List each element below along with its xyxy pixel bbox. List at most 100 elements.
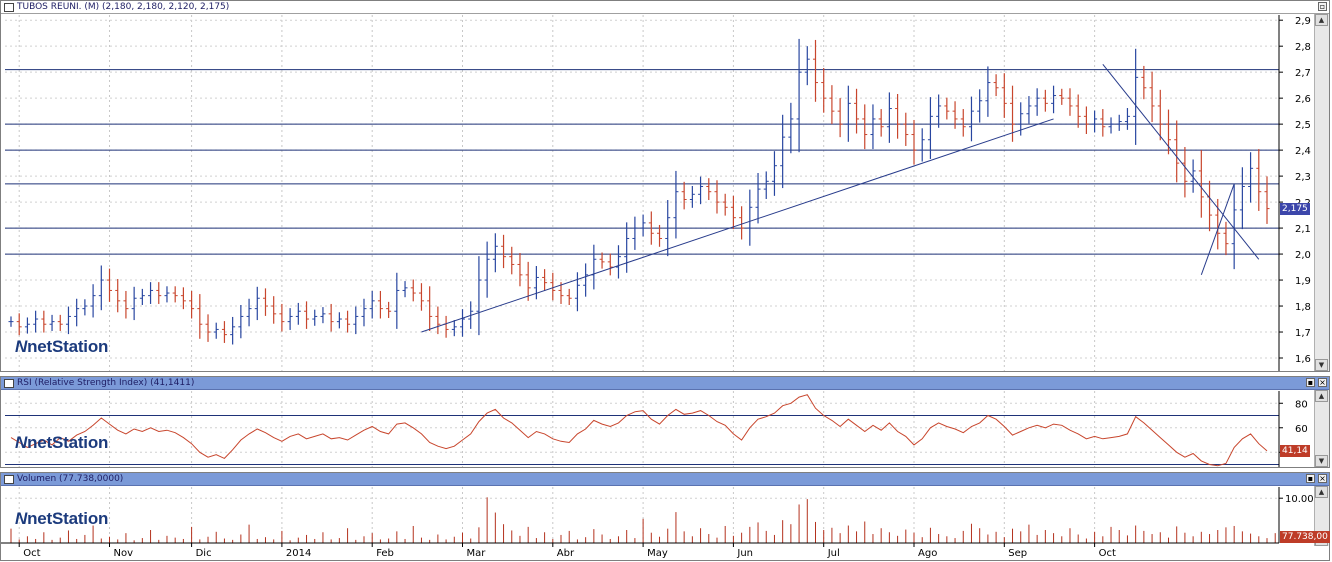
price-bar — [8, 316, 14, 327]
price-bar — [771, 151, 777, 196]
close-icon[interactable]: × — [1318, 378, 1327, 387]
price-bar — [878, 109, 884, 137]
price-scrollbar[interactable]: ▲ ▼ — [1314, 14, 1329, 371]
price-bar — [74, 298, 80, 327]
price-bar — [287, 308, 293, 330]
price-bar — [1133, 48, 1139, 145]
scroll-down-icon[interactable]: ▼ — [1315, 455, 1328, 467]
price-bar — [451, 320, 457, 337]
volume-chart: 10.000 Oct Nov Dic 2014 Feb Mar Abr May Jun Jul Ago… — [1, 487, 1320, 559]
price-bar — [82, 299, 88, 316]
rsi-scrollbar[interactable]: ▲ ▼ — [1314, 390, 1329, 467]
last-rsi-tag: 41,14 — [1280, 444, 1310, 457]
pane-window-buttons: ▪ × — [1303, 474, 1327, 484]
price-bar — [131, 286, 137, 321]
price-bar — [115, 279, 121, 313]
rsi-line — [10, 394, 1268, 467]
price-bar — [24, 317, 30, 334]
price-bar — [57, 314, 63, 331]
price-bar — [1149, 71, 1155, 123]
price-bar — [65, 306, 71, 335]
price-bar — [985, 66, 991, 117]
scroll-up-icon[interactable]: ▲ — [1315, 14, 1328, 26]
price-bar — [49, 314, 55, 331]
price-bar — [689, 185, 695, 208]
price-bar — [977, 89, 983, 123]
price-bar — [1231, 184, 1237, 270]
price-bar — [517, 253, 523, 287]
price-pane[interactable]: TUBOS REUNI. (M) (2,180, 2,180, 2,120, 2… — [0, 0, 1330, 372]
last-volume-tag: 77.738,00 — [1280, 531, 1330, 543]
price-bar — [427, 286, 433, 331]
price-bar — [681, 181, 687, 210]
price-bar — [919, 128, 925, 162]
pane-window-buttons: ▪ × — [1303, 378, 1327, 388]
price-bar — [1001, 73, 1007, 118]
price-bar — [788, 102, 794, 154]
pane-select-checkbox[interactable] — [4, 475, 14, 484]
price-bar — [1141, 65, 1147, 100]
price-bar — [698, 176, 704, 205]
price-bar — [706, 178, 712, 201]
netstation-logo: NnetStation — [15, 337, 109, 356]
price-bar — [279, 303, 285, 332]
minimize-icon[interactable]: ▪ — [1306, 474, 1315, 483]
price-bar — [435, 306, 441, 335]
price-bar — [648, 211, 654, 245]
price-bar — [1092, 110, 1098, 133]
price-bar — [1207, 180, 1213, 232]
price-bar — [796, 38, 802, 153]
price-bar — [394, 272, 400, 329]
price-bar — [336, 312, 342, 329]
price-bar — [139, 288, 145, 305]
price-bar — [886, 92, 892, 143]
scroll-down-icon[interactable]: ▼ — [1315, 359, 1328, 371]
price-bar — [304, 301, 310, 329]
y-tick-label: 60 — [1295, 424, 1308, 435]
price-bar — [1042, 89, 1048, 112]
pane-select-checkbox[interactable] — [4, 3, 14, 12]
price-bar — [583, 263, 589, 297]
y-tick-label: 1,6 — [1295, 354, 1311, 365]
price-bar — [271, 296, 277, 324]
price-bar — [550, 272, 556, 301]
minimize-icon[interactable]: ▪ — [1306, 378, 1315, 387]
price-bar — [476, 256, 482, 336]
price-bar — [566, 288, 572, 305]
price-bar — [525, 261, 531, 301]
price-bar — [1198, 150, 1204, 218]
price-bar — [1067, 88, 1073, 116]
trendline — [1102, 64, 1260, 260]
price-bar — [1165, 109, 1171, 155]
price-bar — [1083, 106, 1089, 135]
restore-icon[interactable]: ▫ — [1318, 2, 1327, 11]
y-tick-label: 2,7 — [1295, 68, 1311, 79]
price-bar — [763, 171, 769, 199]
x-tick-label: Jun — [736, 548, 753, 559]
x-tick-label: May — [647, 548, 668, 559]
x-tick-label: Sep — [1008, 548, 1027, 559]
price-bar — [1075, 94, 1081, 128]
scroll-up-icon[interactable]: ▲ — [1315, 486, 1328, 498]
pane-select-checkbox[interactable] — [4, 379, 14, 388]
price-bar — [1059, 88, 1065, 105]
price-bar — [320, 307, 326, 324]
price-bar — [673, 170, 679, 239]
price-bar — [123, 290, 129, 319]
price-pane-titlebar: TUBOS REUNI. (M) (2,180, 2,180, 2,120, 2… — [1, 1, 1329, 14]
price-bar — [484, 241, 490, 298]
price-bar — [615, 245, 621, 279]
y-tick-label: 1,9 — [1295, 276, 1311, 287]
price-bar — [213, 322, 219, 339]
price-bar — [780, 114, 786, 189]
scroll-up-icon[interactable]: ▲ — [1315, 390, 1328, 402]
volume-pane[interactable]: Volumen (77.738,0000) ▪ × 10.000 Oct Nov Dic… — [0, 472, 1330, 561]
rsi-pane[interactable]: RSI (Relative Strength Index) (41,1411) … — [0, 376, 1330, 468]
y-tick-label: 2,0 — [1295, 250, 1311, 261]
volume-pane-title: Volumen (77.738,0000) — [17, 474, 124, 484]
price-bar — [418, 283, 424, 311]
volume-pane-titlebar: Volumen (77.738,0000) ▪ × — [1, 473, 1329, 486]
close-icon[interactable]: × — [1318, 474, 1327, 483]
price-bar — [369, 290, 375, 319]
